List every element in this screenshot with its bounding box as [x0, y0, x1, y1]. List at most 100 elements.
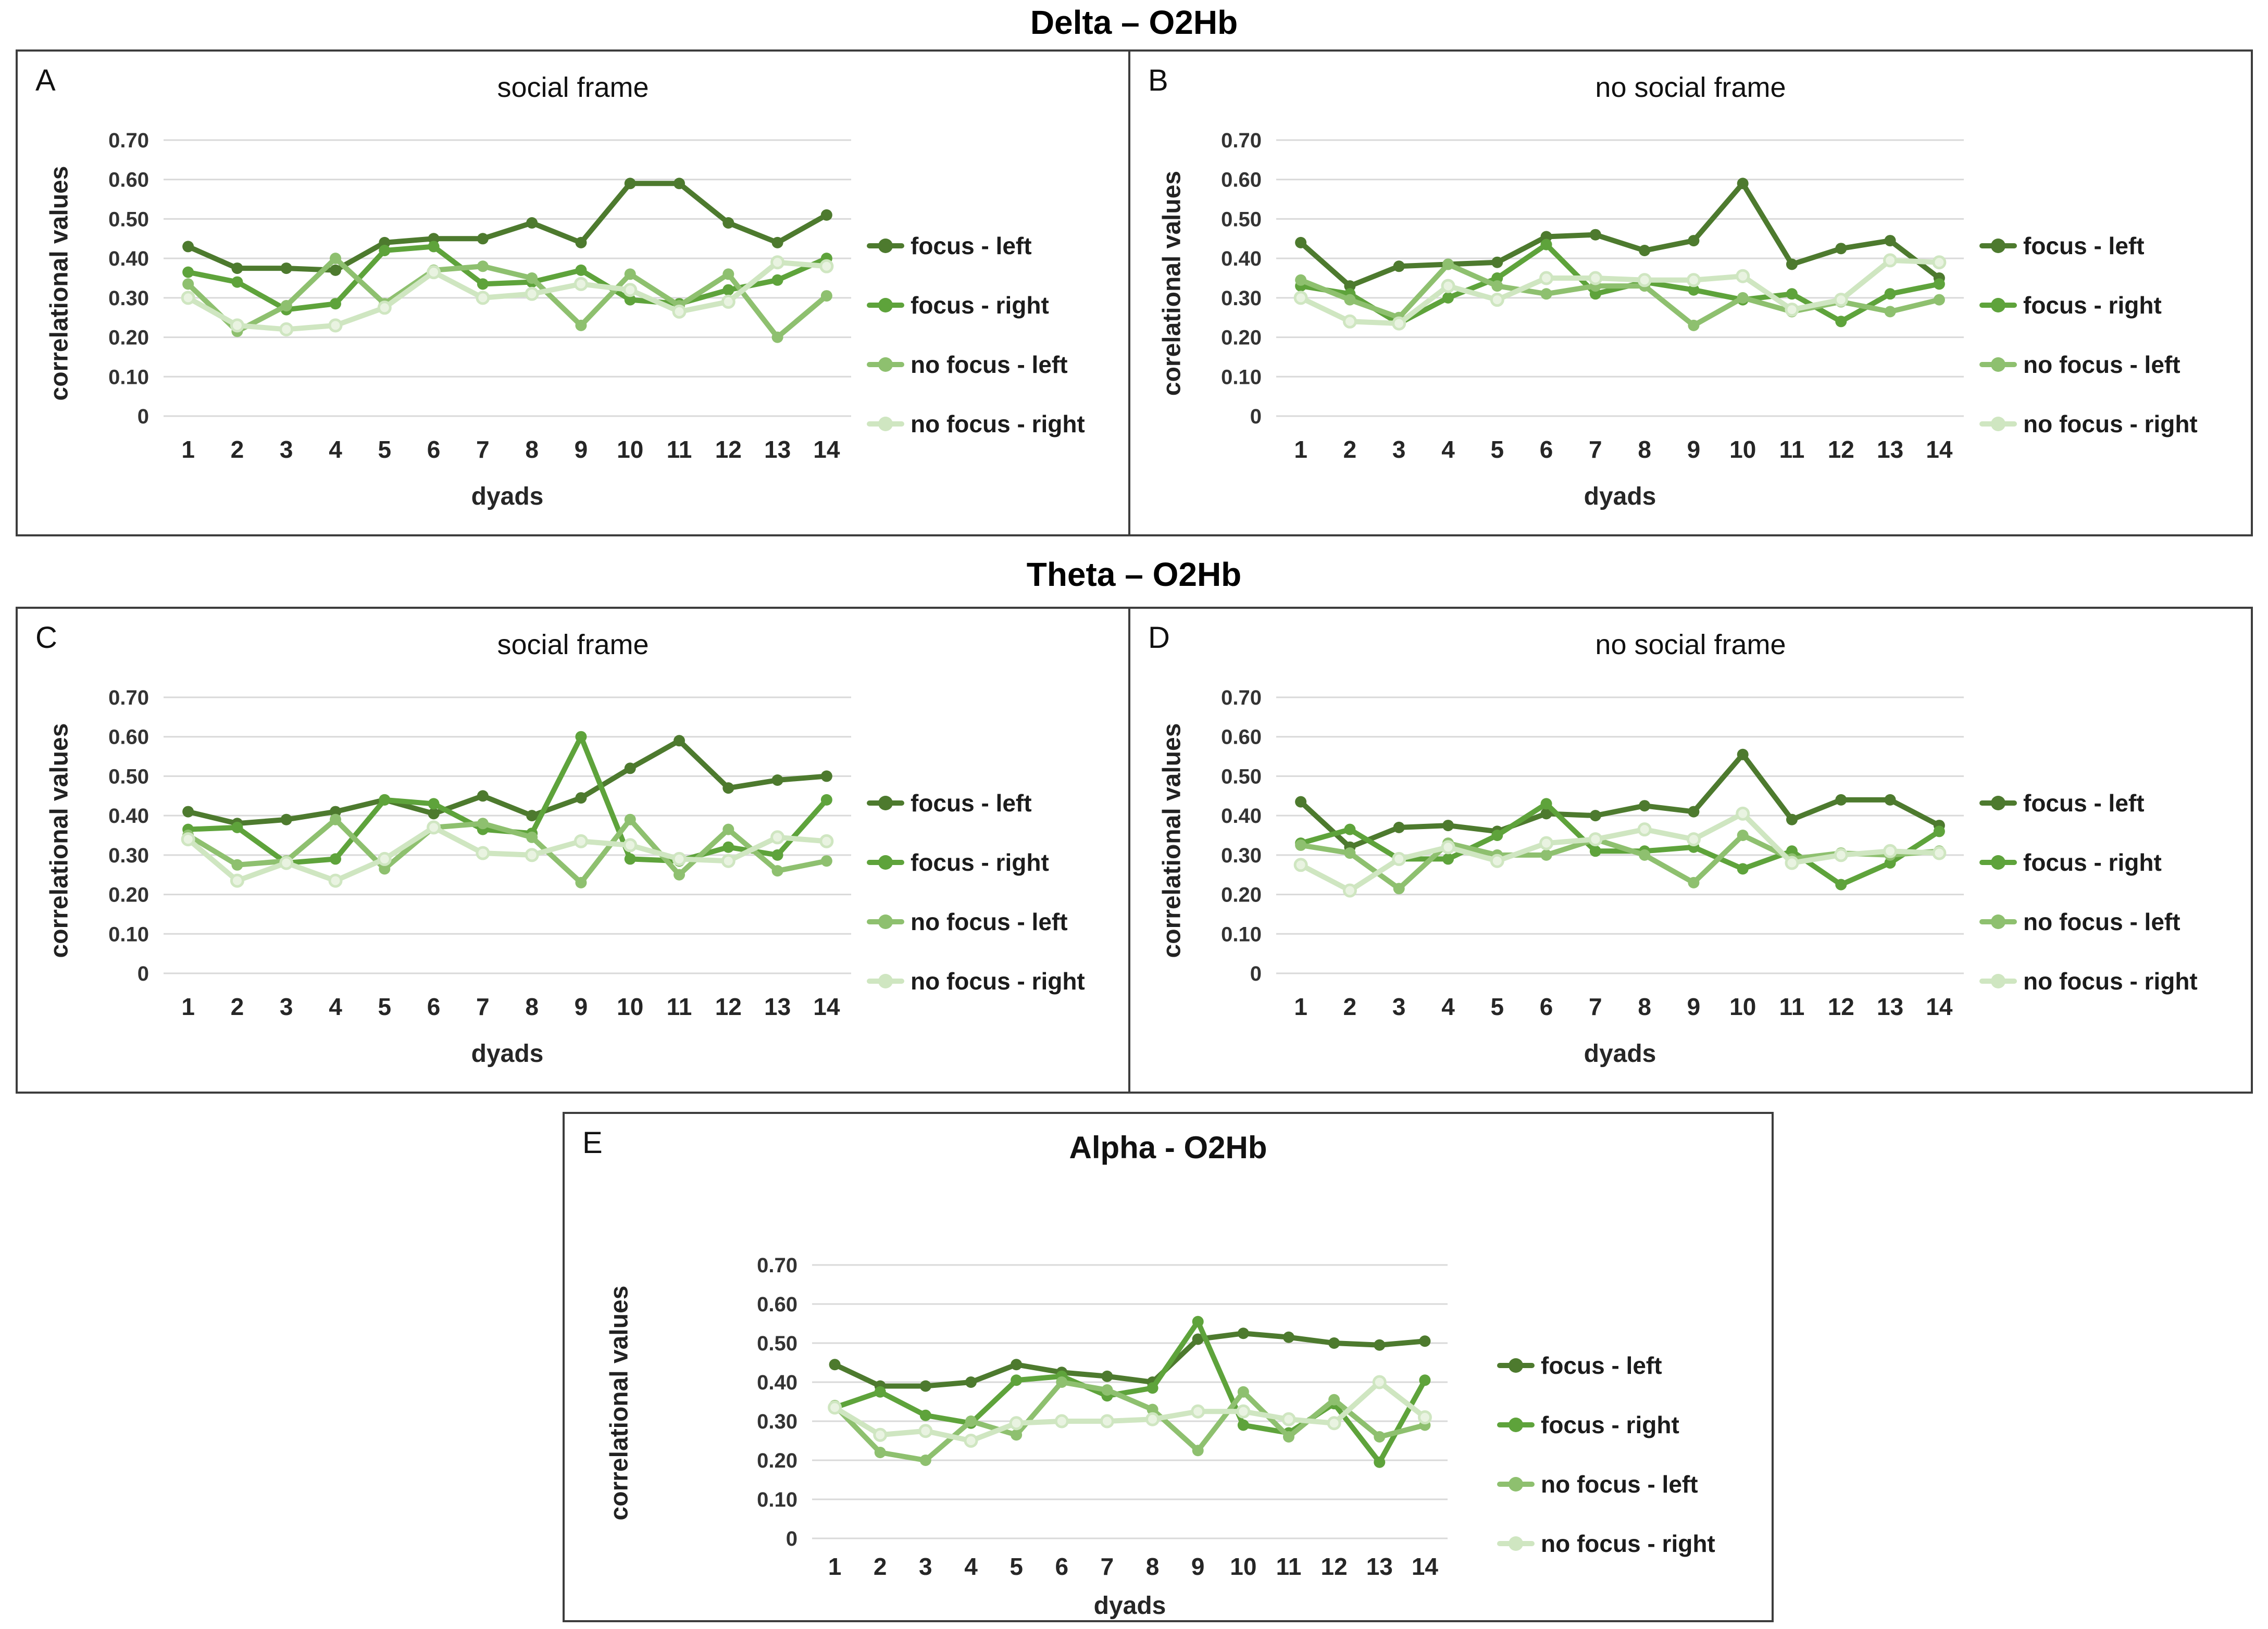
x-tick-label: 9: [575, 993, 588, 1020]
data-point: [1835, 879, 1847, 891]
data-point: [674, 869, 685, 881]
data-point: [1884, 794, 1896, 806]
data-point: [181, 291, 195, 305]
data-point: [526, 831, 538, 843]
data-point: [1236, 1404, 1251, 1419]
panel-letter: E: [582, 1126, 603, 1160]
data-point: [477, 818, 489, 830]
chart-legend: focus - left focus - right no focus - left…: [867, 788, 1085, 996]
data-point: [575, 264, 587, 276]
data-point: [1688, 806, 1700, 818]
data-point: [1293, 858, 1308, 872]
x-tick-label: 7: [476, 993, 490, 1020]
data-point: [1342, 314, 1357, 329]
x-tick-label: 11: [1276, 1553, 1302, 1580]
data-point: [820, 855, 832, 867]
series-line-focus_left: [185, 181, 829, 273]
data-point: [1011, 1359, 1023, 1371]
data-point: [330, 806, 341, 818]
x-tick-label: 3: [1392, 436, 1406, 463]
legend-label: no focus - left: [1541, 1471, 1698, 1498]
legend-line-marker: [867, 417, 904, 431]
data-point: [1786, 288, 1798, 300]
series-line-no_focus_left: [185, 256, 829, 340]
data-point: [1392, 316, 1406, 331]
data-point: [574, 277, 588, 291]
data-point: [1884, 288, 1896, 300]
chart-plot-area: 0.70 0.60 0.50 0.40 0.30 0.20 0.10 0 1 2 3 4 5 6 7 8 9 10…: [70, 676, 867, 1075]
data-point: [1327, 1416, 1341, 1431]
x-tick-label: 10: [1230, 1553, 1256, 1580]
data-point: [819, 834, 834, 848]
data-point: [379, 236, 391, 248]
data-point: [1834, 848, 1848, 862]
x-tick-label: 2: [1343, 436, 1357, 463]
legend-line-marker: [867, 914, 904, 929]
legend-label: no focus - right: [2023, 410, 2198, 437]
data-point: [1295, 274, 1307, 286]
x-tick-label: 11: [667, 436, 692, 463]
x-tick-label: 8: [1638, 436, 1651, 463]
data-point: [377, 851, 392, 866]
data-point: [919, 1409, 931, 1421]
data-point: [428, 241, 440, 253]
x-tick-label: 6: [427, 436, 441, 463]
data-point: [526, 810, 538, 822]
x-tick-label: 13: [1877, 993, 1903, 1020]
x-tick-label: 11: [1779, 436, 1805, 463]
data-point: [1342, 883, 1357, 898]
x-tick-label: 6: [427, 993, 441, 1020]
x-tick-label: 14: [1926, 993, 1953, 1020]
x-tick-label: 11: [1779, 993, 1805, 1020]
x-tick-label: 6: [1540, 436, 1553, 463]
legend-item-focus-right: focus - right: [867, 291, 1085, 320]
data-point: [918, 1424, 933, 1438]
legend-line-marker: [867, 974, 904, 988]
x-tick-label: 8: [1638, 993, 1651, 1020]
data-point: [428, 798, 440, 810]
legend-label: focus - right: [911, 292, 1049, 319]
data-point: [230, 318, 244, 333]
x-axis-label: dyads: [471, 1040, 544, 1068]
data-point: [771, 331, 783, 343]
data-point: [1192, 1333, 1204, 1345]
x-tick-label: 4: [964, 1553, 978, 1580]
y-tick-label: 0.10: [108, 923, 149, 946]
data-point: [771, 865, 783, 877]
x-tick-label: 7: [1589, 993, 1602, 1020]
data-point: [1295, 236, 1307, 248]
legend-label: no focus - left: [911, 351, 1068, 378]
data-point: [1372, 1375, 1387, 1389]
data-point: [624, 294, 636, 306]
x-tick-label: 1: [181, 993, 195, 1020]
series-line-no_focus_left: [185, 817, 829, 885]
data-point: [477, 233, 489, 245]
data-point: [624, 178, 636, 190]
legend-dot-icon: [878, 855, 893, 870]
data-point: [1491, 272, 1503, 284]
data-point: [820, 794, 832, 806]
data-point: [722, 268, 734, 280]
y-tick-label: 0.30: [108, 844, 149, 867]
x-tick-label: 9: [1191, 1553, 1205, 1580]
legend-item-focus-right: focus - right: [1497, 1410, 1715, 1439]
data-point: [1011, 1374, 1023, 1386]
x-tick-label: 14: [813, 436, 840, 463]
data-point: [1736, 806, 1750, 821]
y-tick-label: 0.40: [757, 1371, 797, 1394]
x-tick-label: 4: [1441, 993, 1455, 1020]
data-point: [379, 794, 391, 806]
data-point: [1835, 794, 1847, 806]
y-tick-label: 0.70: [108, 129, 149, 152]
x-tick-label: 11: [667, 993, 692, 1020]
legend-item-no-focus-left: no focus - left: [1979, 907, 2198, 936]
data-point: [1344, 280, 1356, 292]
legend-line-marker: [1979, 914, 2017, 929]
legend-dot-icon: [1991, 239, 2005, 253]
x-tick-label: 7: [1101, 1553, 1114, 1580]
x-tick-label: 10: [617, 993, 643, 1020]
x-tick-label: 8: [525, 993, 539, 1020]
section-title-delta: Delta – O2Hb: [1030, 4, 1238, 41]
x-axis-label: dyads: [1584, 1040, 1656, 1068]
series-line-focus_left: [1298, 751, 1942, 850]
